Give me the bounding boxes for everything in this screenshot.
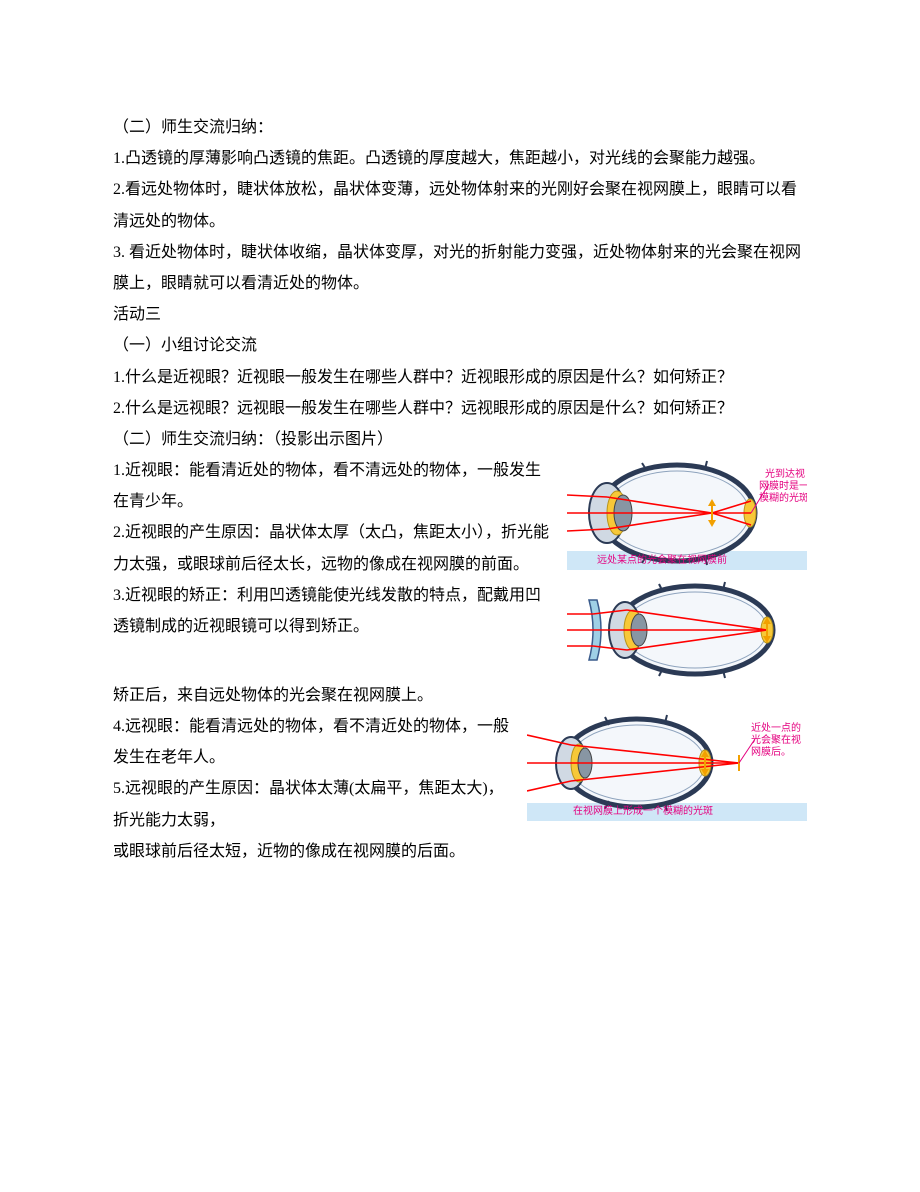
- myopia-label-2: 网膜时是一个: [759, 480, 807, 492]
- diagram-hyperopia-svg: 近处一点的 光会聚在视 网膜后。 在视网膜上形成一个模糊的光斑: [527, 711, 807, 821]
- diagram-myopia: 光到达视 网膜时是一个 模糊的光斑。 远处某点的光会聚在视网膜前: [567, 455, 807, 570]
- activity-3-sub2-heading: （二）师生交流归纳：（投影出示图片）: [113, 424, 807, 455]
- activity-3-sub1-heading: （一）小组讨论交流: [113, 330, 807, 361]
- hyperopia-label-2: 光会聚在视: [751, 733, 801, 746]
- diagram-myopia-corrected-svg: [567, 580, 807, 680]
- myopia-label-3: 模糊的光斑。: [759, 491, 807, 504]
- diagram-hyperopia: 近处一点的 光会聚在视 网膜后。 在视网膜上形成一个模糊的光斑: [527, 711, 807, 821]
- section-2-p3: 3. 看近处物体时，睫状体收缩，晶状体变厚，对光的折射能力变强，近处物体射来的光…: [113, 237, 807, 299]
- diagram-group: 光到达视 网膜时是一个 模糊的光斑。 远处某点的光会聚在视网膜前 1.近视眼：能…: [113, 455, 807, 867]
- diagram-myopia-corrected: [567, 580, 807, 680]
- section-2-heading: （二）师生交流归纳：: [113, 112, 807, 143]
- activity-3-a3b: 矫正后，来自远处物体的光会聚在视网膜上。: [113, 680, 807, 711]
- activity-3-title: 活动三: [113, 299, 807, 330]
- section-2-p1: 1.凸透镜的厚薄影响凸透镜的焦距。凸透镜的厚度越大，焦距越小，对光线的会聚能力越…: [113, 143, 807, 174]
- hyperopia-label-3: 网膜后。: [751, 746, 791, 758]
- diagram-myopia-svg: 光到达视 网膜时是一个 模糊的光斑。 远处某点的光会聚在视网膜前: [567, 455, 807, 570]
- myopia-bottom-label: 远处某点的光会聚在视网膜前: [597, 553, 727, 566]
- activity-3-a5b: 或眼球前后径太短，近物的像成在视网膜的后面。: [113, 836, 807, 867]
- activity-3-q1: 1.什么是近视眼？近视眼一般发生在哪些人群中？近视眼形成的原因是什么？如何矫正？: [113, 362, 807, 393]
- document-body: （二）师生交流归纳： 1.凸透镜的厚薄影响凸透镜的焦距。凸透镜的厚度越大，焦距越…: [113, 112, 807, 867]
- activity-3-q2: 2.什么是远视眼？远视眼一般发生在哪些人群中？远视眼形成的原因是什么？如何矫正？: [113, 393, 807, 424]
- hyperopia-label-1: 近处一点的: [751, 721, 801, 734]
- myopia-label-1: 光到达视: [765, 467, 805, 480]
- hyperopia-bottom-label: 在视网膜上形成一个模糊的光斑: [573, 804, 713, 817]
- section-2-p2: 2.看远处物体时，睫状体放松，晶状体变薄，远处物体射来的光刚好会聚在视网膜上，眼…: [113, 174, 807, 236]
